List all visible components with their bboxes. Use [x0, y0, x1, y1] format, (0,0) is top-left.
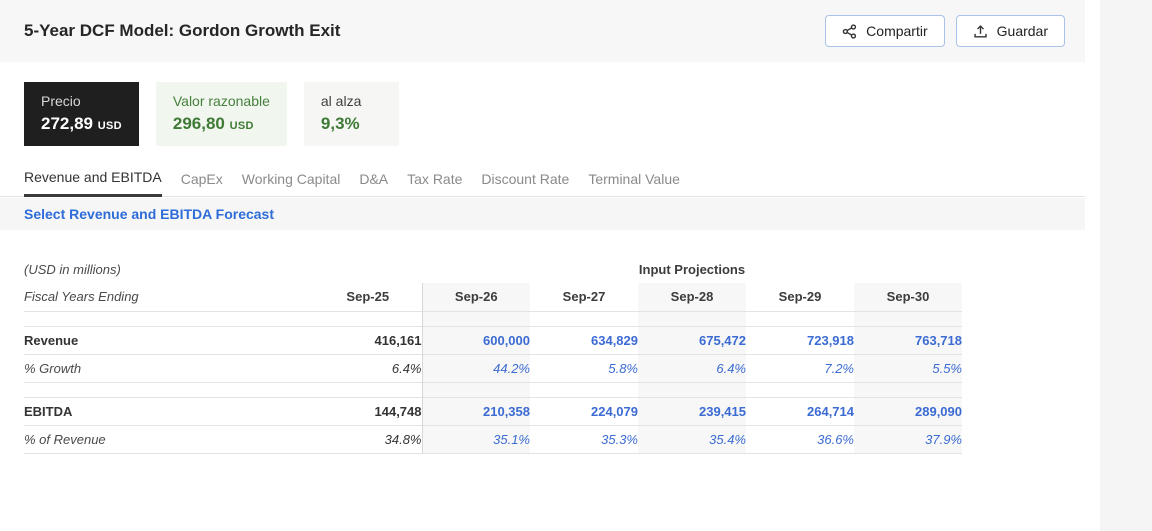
share-button[interactable]: Compartir	[825, 15, 945, 47]
growth-input-cell-sep-29[interactable]: 7.2%	[824, 360, 854, 376]
price-cards: Precio 272,89 USD Valor razonable 296,80…	[24, 82, 1085, 146]
revenue-input-cell-sep-26[interactable]: 600,000	[421, 326, 530, 354]
ebitda-margin-historical-cell: 34.8%	[384, 431, 422, 447]
model-tabs: Revenue and EBITDA CapEx Working Capital…	[0, 163, 1085, 197]
ebitda-input-cell-sep-28[interactable]: 239,415	[638, 397, 746, 425]
ebitda-row-label: EBITDA	[24, 403, 73, 419]
ebitda-margin-input-cell-sep-27[interactable]: 35.3%	[601, 431, 638, 447]
growth-input-cell-sep-30[interactable]: 5.5%	[854, 354, 962, 382]
input-projections-label: Input Projections	[638, 261, 746, 277]
fair-value-card: Valor razonable 296,80 USD	[155, 82, 287, 146]
price-value: 272,89	[41, 114, 93, 133]
fair-value-card-value: 296,80 USD	[173, 114, 270, 134]
upside-card: al alza 9,3%	[303, 82, 399, 146]
ebitda-input-cell-sep-26[interactable]: 210,358	[421, 397, 530, 425]
spacer-row	[24, 382, 962, 397]
ebitda-margin-input-cell-sep-30[interactable]: 37.9%	[854, 425, 962, 453]
fiscal-years-label: Fiscal Years Ending	[24, 289, 139, 305]
forecast-table: (USD in millions) Input Projections Fisc…	[24, 255, 962, 454]
tab-working-capital[interactable]: Working Capital	[241, 171, 341, 187]
save-button[interactable]: Guardar	[955, 15, 1065, 47]
units-row: (USD in millions) Input Projections	[24, 255, 962, 283]
upside-card-label: al alza	[320, 93, 362, 109]
ebitda-row: EBITDA 144,748 210,358 224,079 239,415 2…	[24, 397, 962, 425]
ebitda-input-cell-sep-27[interactable]: 224,079	[591, 403, 638, 419]
ebitda-input-cell-sep-29[interactable]: 264,714	[807, 403, 854, 419]
revenue-row-label: Revenue	[24, 332, 79, 348]
col-header-sep-30: Sep-30	[854, 283, 962, 311]
tab-da[interactable]: D&A	[359, 171, 389, 187]
tab-capex[interactable]: CapEx	[180, 171, 223, 187]
tab-terminal-value[interactable]: Terminal Value	[588, 171, 680, 187]
spacer-row	[24, 311, 962, 326]
share-button-label: Compartir	[866, 23, 928, 39]
col-header-sep-27: Sep-27	[562, 289, 606, 305]
price-currency: USD	[97, 120, 122, 132]
upside-card-value: 9,3%	[320, 114, 360, 133]
tab-tax-rate[interactable]: Tax Rate	[407, 171, 463, 187]
revenue-input-cell-sep-29[interactable]: 723,918	[807, 332, 854, 348]
ebitda-margin-row: % of Revenue 34.8% 35.1% 35.3% 35.4% 36.…	[24, 425, 962, 453]
header-actions: Compartir Guardar	[825, 15, 1065, 47]
ebitda-margin-row-label: % of Revenue	[24, 431, 106, 447]
growth-historical-cell: 6.4%	[391, 360, 422, 376]
ebitda-historical-cell: 144,748	[374, 403, 422, 419]
fiscal-years-row: Fiscal Years Ending Sep-25 Sep-26 Sep-27…	[24, 283, 962, 311]
price-card: Precio 272,89 USD	[24, 82, 139, 146]
ebitda-margin-input-cell-sep-26[interactable]: 35.1%	[421, 425, 530, 453]
save-button-label: Guardar	[996, 23, 1048, 39]
tab-discount-rate[interactable]: Discount Rate	[481, 171, 570, 187]
price-card-label: Precio	[41, 93, 81, 109]
revenue-row: Revenue 416,161 600,000 634,829 675,472 …	[24, 326, 962, 354]
tab-revenue-and-ebitda[interactable]: Revenue and EBITDA	[24, 163, 162, 197]
col-header-sep-29: Sep-29	[778, 289, 822, 305]
dcf-model-panel: 5-Year DCF Model: Gordon Growth Exit Com…	[0, 0, 1085, 454]
page-right-gutter	[1100, 0, 1152, 531]
section-heading: Select Revenue and EBITDA Forecast	[24, 206, 275, 222]
growth-input-cell-sep-28[interactable]: 6.4%	[638, 354, 746, 382]
growth-input-cell-sep-26[interactable]: 44.2%	[421, 354, 530, 382]
col-header-sep-28: Sep-28	[638, 283, 746, 311]
header-bar: 5-Year DCF Model: Gordon Growth Exit Com…	[0, 0, 1085, 62]
ebitda-input-cell-sep-30[interactable]: 289,090	[854, 397, 962, 425]
revenue-historical-cell: 416,161	[374, 332, 422, 348]
section-bar: Select Revenue and EBITDA Forecast	[0, 198, 1085, 230]
revenue-input-cell-sep-28[interactable]: 675,472	[638, 326, 746, 354]
price-card-value: 272,89 USD	[41, 114, 122, 134]
units-label: (USD in millions)	[24, 261, 121, 277]
col-header-sep-25: Sep-25	[346, 289, 390, 305]
col-header-sep-26: Sep-26	[421, 283, 530, 311]
growth-row: % Growth 6.4% 44.2% 5.8% 6.4% 7.2% 5.5%	[24, 354, 962, 382]
ebitda-margin-input-cell-sep-29[interactable]: 36.6%	[817, 431, 854, 447]
fair-value-card-label: Valor razonable	[172, 93, 270, 109]
growth-row-label: % Growth	[24, 360, 82, 376]
revenue-input-cell-sep-27[interactable]: 634,829	[591, 332, 638, 348]
revenue-input-cell-sep-30[interactable]: 763,718	[854, 326, 962, 354]
page-title: 5-Year DCF Model: Gordon Growth Exit	[24, 21, 341, 40]
upload-icon	[973, 24, 988, 39]
fair-value: 296,80	[172, 114, 225, 133]
growth-input-cell-sep-27[interactable]: 5.8%	[608, 360, 638, 376]
ebitda-margin-input-cell-sep-28[interactable]: 35.4%	[638, 425, 746, 453]
fair-value-currency: USD	[229, 120, 254, 132]
share-icon	[842, 23, 857, 39]
